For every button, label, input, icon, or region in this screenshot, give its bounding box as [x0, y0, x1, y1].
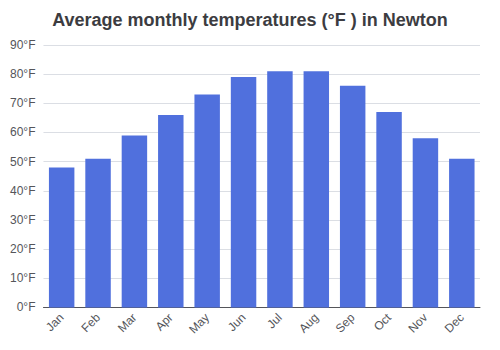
svg-text:80°F: 80°F: [10, 67, 35, 81]
svg-text:Jul: Jul: [264, 311, 285, 332]
svg-text:Jan: Jan: [43, 311, 67, 335]
svg-text:70°F: 70°F: [10, 96, 35, 110]
svg-text:Mar: Mar: [115, 311, 140, 335]
svg-text:Nov: Nov: [405, 311, 430, 336]
svg-text:50°F: 50°F: [10, 155, 35, 169]
svg-text:0°F: 0°F: [17, 300, 36, 314]
svg-text:60°F: 60°F: [10, 125, 35, 139]
svg-text:10°F: 10°F: [10, 271, 35, 285]
svg-text:Dec: Dec: [442, 311, 467, 336]
svg-text:Aug: Aug: [296, 311, 321, 336]
svg-text:Jun: Jun: [225, 311, 249, 335]
svg-text:90°F: 90°F: [10, 38, 35, 52]
svg-text:Apr: Apr: [153, 311, 176, 334]
svg-text:Sep: Sep: [333, 310, 358, 335]
svg-text:Feb: Feb: [78, 310, 103, 335]
svg-text:Oct: Oct: [371, 310, 395, 334]
svg-text:Average monthly temperatures (: Average monthly temperatures (°F ) in Ne…: [52, 10, 448, 30]
svg-text:May: May: [186, 311, 212, 337]
svg-text:30°F: 30°F: [10, 213, 35, 227]
svg-text:20°F: 20°F: [10, 242, 35, 256]
svg-text:40°F: 40°F: [10, 184, 35, 198]
